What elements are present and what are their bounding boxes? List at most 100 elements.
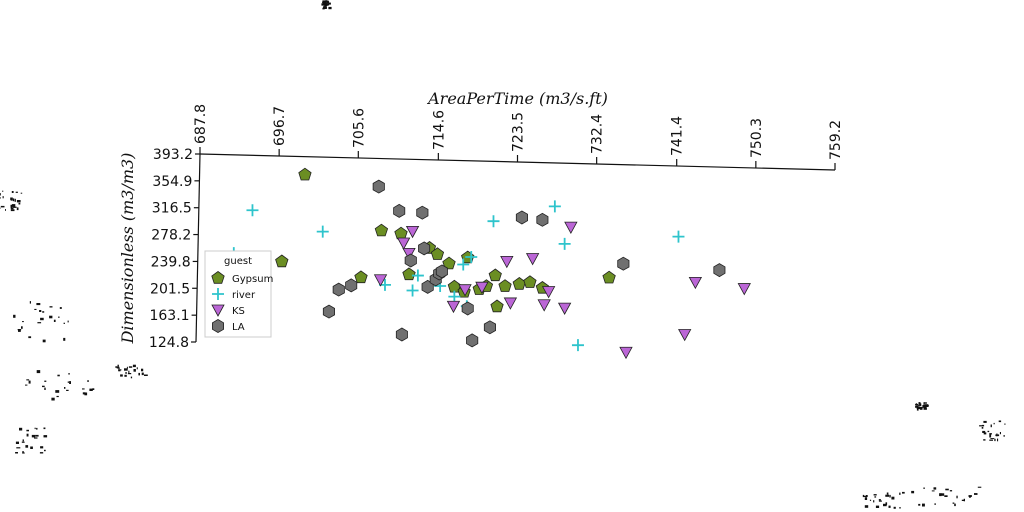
speckle [989, 434, 992, 438]
speckle [16, 447, 21, 449]
data-point [688, 276, 703, 290]
y-tick-label: 163.1 [149, 308, 189, 324]
data-point [737, 283, 751, 296]
data-point [475, 281, 489, 295]
speckle [969, 496, 971, 498]
speckle [2, 190, 4, 192]
y-tick-label: 278.2 [151, 228, 191, 244]
speckle [126, 366, 128, 369]
data-point [458, 284, 472, 297]
speckle [84, 392, 88, 396]
speckle [18, 202, 21, 205]
speckle [34, 427, 36, 430]
speckle [128, 370, 130, 374]
speckle [10, 197, 13, 201]
data-point [487, 215, 500, 228]
data-point [525, 253, 540, 266]
speckle [19, 427, 23, 431]
speckle [49, 306, 53, 308]
speckle [144, 374, 148, 376]
series-river [227, 200, 685, 352]
speckle [990, 424, 992, 428]
speckle [116, 366, 120, 369]
speckle [918, 402, 921, 405]
speckle [57, 374, 60, 377]
speckle [42, 311, 45, 313]
speckle [16, 207, 19, 211]
speckle [323, 1, 327, 4]
speckle [328, 2, 331, 5]
data-point [564, 221, 578, 234]
x-axis-title: AreaPerTime (m3/s.ft) [426, 89, 608, 108]
speckle [118, 367, 120, 370]
speckle [21, 326, 23, 329]
speckle [26, 379, 30, 381]
legend-label: LA [232, 322, 245, 333]
speckle [956, 495, 958, 499]
speckle [326, 1, 330, 4]
speckle [18, 329, 21, 332]
speckle [141, 368, 144, 372]
x-axis: 687.8 696.7 705.6 714.6 723.5 732.4 741.4 750.3… [193, 104, 844, 171]
speckle [92, 388, 95, 390]
data-point [537, 299, 551, 312]
speckle [21, 441, 25, 443]
speckle [42, 339, 46, 343]
speckle [919, 403, 922, 406]
speckle [977, 486, 982, 488]
speckle [923, 487, 925, 489]
data-point [483, 320, 497, 335]
data-point [394, 226, 408, 240]
data-point [466, 333, 479, 348]
speckle [25, 445, 29, 448]
speckle [883, 503, 887, 507]
y-axis-line [195, 153, 201, 343]
speckle [132, 364, 136, 368]
y-tick-label: 239.8 [151, 254, 191, 270]
speckle [25, 384, 28, 386]
speckle [44, 380, 47, 382]
x-tick-label: 705.6 [351, 108, 367, 148]
speckle [952, 502, 955, 504]
data-point [406, 284, 419, 297]
speckle [322, 3, 326, 6]
speckle [987, 430, 990, 433]
speckle [325, 0, 328, 2]
speckle [899, 507, 901, 509]
speckle [133, 369, 136, 372]
x-tick-label: 687.8 [193, 104, 209, 144]
series-la [322, 179, 726, 348]
speckle [44, 387, 46, 390]
speckle [899, 492, 901, 495]
background-speckle-noise [0, 0, 1006, 509]
speckle [28, 336, 32, 339]
data-point [713, 263, 726, 278]
speckle [87, 380, 89, 382]
speckle [923, 407, 927, 410]
legend-label: Gypsum [232, 274, 273, 285]
y-tick-label: 316.5 [152, 201, 192, 217]
data-point [548, 200, 561, 213]
speckle [11, 191, 14, 193]
data-point [602, 270, 616, 284]
speckle [34, 308, 37, 310]
speckle [918, 503, 921, 506]
legend-marker [211, 271, 225, 284]
speckle [873, 500, 875, 503]
speckle [949, 490, 953, 492]
speckle [43, 427, 46, 430]
speckle [124, 374, 127, 377]
speckle [923, 402, 927, 404]
data-point [416, 205, 429, 220]
x-tick-label: 696.7 [272, 106, 288, 146]
speckle [874, 496, 877, 498]
speckle [68, 373, 70, 375]
speckle [999, 432, 1001, 435]
data-point [418, 241, 431, 256]
speckle [138, 372, 140, 376]
speckle [961, 499, 965, 501]
speckle [15, 441, 19, 444]
speckle [1004, 423, 1006, 425]
speckle [0, 193, 1, 196]
data-point [275, 254, 289, 268]
